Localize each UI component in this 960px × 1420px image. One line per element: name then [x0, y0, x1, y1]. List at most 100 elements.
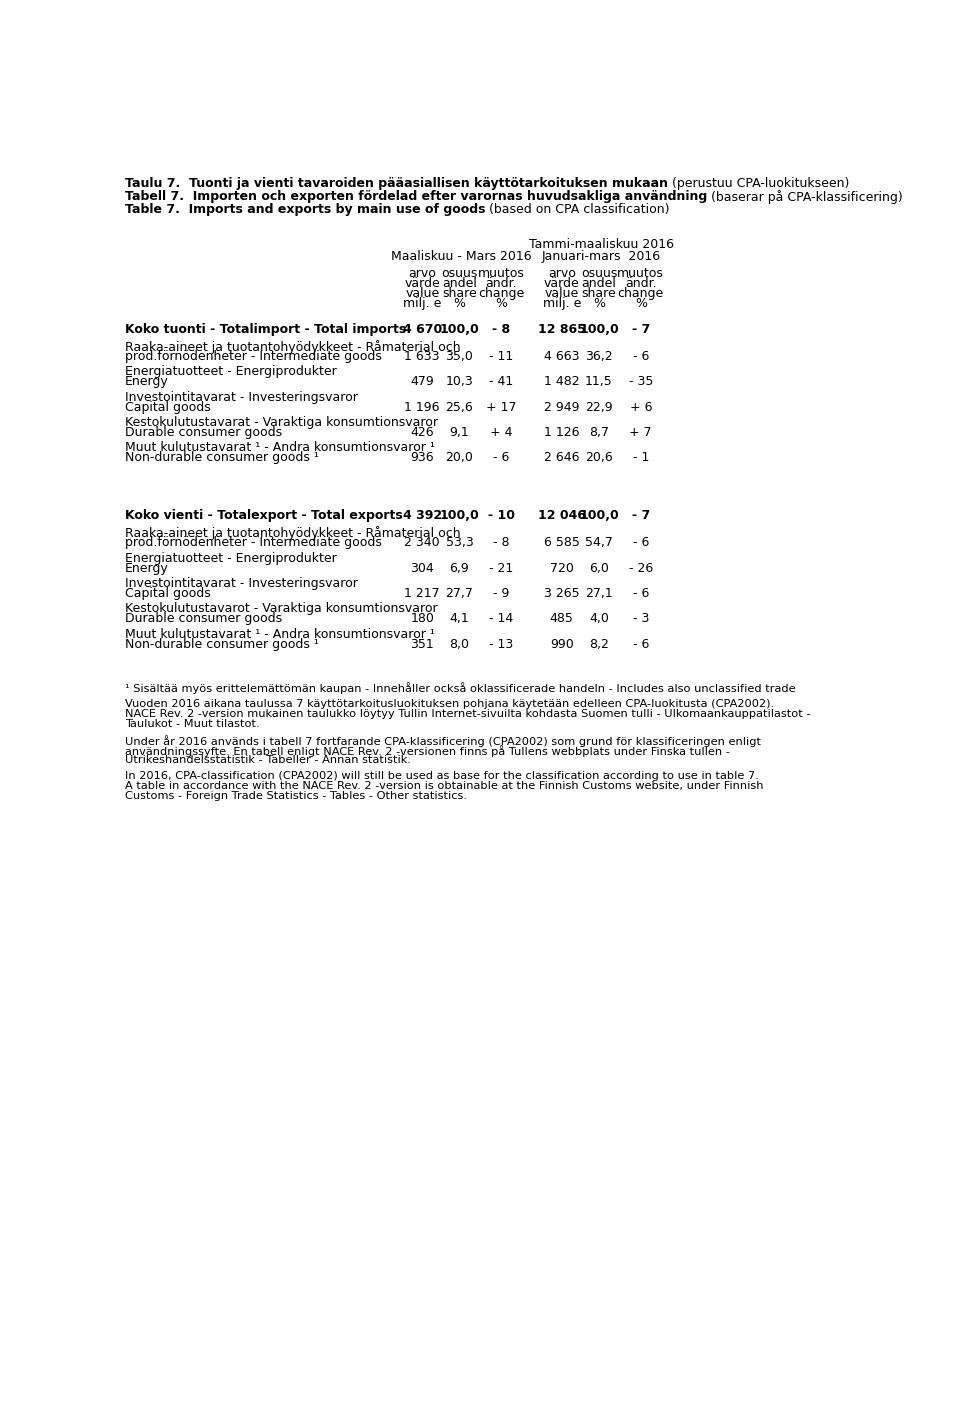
Text: muutos: muutos [617, 267, 664, 280]
Text: 6,9: 6,9 [449, 561, 469, 575]
Text: muutos: muutos [478, 267, 525, 280]
Text: 936: 936 [411, 452, 434, 464]
Text: 4 663: 4 663 [544, 349, 580, 362]
Text: 8,2: 8,2 [589, 638, 609, 650]
Text: osuus: osuus [442, 267, 478, 280]
Text: 20,6: 20,6 [585, 452, 612, 464]
Text: Energiatuotteet - Energiprodukter: Energiatuotteet - Energiprodukter [125, 365, 336, 378]
Text: Maaliskuu - Mars 2016: Maaliskuu - Mars 2016 [392, 250, 532, 264]
Text: 6 585: 6 585 [543, 537, 580, 550]
Text: Raaka-aineet ja tuotantohyödykkeet - Råmaterial och: Raaka-aineet ja tuotantohyödykkeet - Råm… [125, 527, 460, 540]
Text: - 11: - 11 [490, 349, 514, 362]
Text: - 6: - 6 [633, 586, 649, 601]
Text: 11,5: 11,5 [585, 375, 612, 388]
Text: Capital goods: Capital goods [125, 586, 210, 601]
Text: %: % [593, 297, 605, 311]
Text: milj. e: milj. e [403, 297, 442, 311]
Text: 6,0: 6,0 [589, 561, 609, 575]
Text: Koko tuonti - Totalimport - Total imports: Koko tuonti - Totalimport - Total import… [125, 322, 406, 337]
Text: 1 217: 1 217 [404, 586, 440, 601]
Text: Investointitavarat - Investeringsvaror: Investointitavarat - Investeringsvaror [125, 391, 357, 403]
Text: + 7: + 7 [630, 426, 652, 439]
Text: - 14: - 14 [490, 612, 514, 625]
Text: value: value [544, 287, 579, 301]
Text: 180: 180 [410, 612, 434, 625]
Text: 304: 304 [410, 561, 434, 575]
Text: 35,0: 35,0 [445, 349, 473, 362]
Text: - 9: - 9 [493, 586, 510, 601]
Text: Investointitavarat - Investeringsvaror: Investointitavarat - Investeringsvaror [125, 577, 357, 589]
Text: NACE Rev. 2 -version mukainen taulukko löytyy Tullin Internet-sivuilta kohdasta : NACE Rev. 2 -version mukainen taulukko l… [125, 709, 810, 719]
Text: ¹ Sisältää myös erittelemättömän kaupan - Innehåller också oklassificerade hande: ¹ Sisältää myös erittelemättömän kaupan … [125, 683, 795, 694]
Text: Taulukot - Muut tilastot.: Taulukot - Muut tilastot. [125, 719, 259, 728]
Text: Januari-mars  2016: Januari-mars 2016 [541, 250, 660, 264]
Text: 2 340: 2 340 [404, 537, 440, 550]
Text: - 6: - 6 [633, 537, 649, 550]
Text: 1 196: 1 196 [404, 400, 440, 413]
Text: A table in accordance with the NACE Rev. 2 -version is obtainable at the Finnish: A table in accordance with the NACE Rev.… [125, 781, 763, 791]
Text: Vuoden 2016 aikana taulussa 7 käyttötarkoitusluokituksen pohjana käytetään edell: Vuoden 2016 aikana taulussa 7 käyttötark… [125, 699, 774, 709]
Text: - 3: - 3 [633, 612, 649, 625]
Text: 485: 485 [550, 612, 574, 625]
Text: 100,0: 100,0 [440, 510, 479, 523]
Text: 100,0: 100,0 [579, 322, 619, 337]
Text: 10,3: 10,3 [445, 375, 473, 388]
Text: arvo: arvo [408, 267, 436, 280]
Text: (based on CPA classification): (based on CPA classification) [485, 203, 670, 216]
Text: Customs - Foreign Trade Statistics - Tables - Other statistics.: Customs - Foreign Trade Statistics - Tab… [125, 791, 467, 801]
Text: Raaka-aineet ja tuotantohyödykkeet - Råmaterial och: Raaka-aineet ja tuotantohyödykkeet - Råm… [125, 339, 460, 354]
Text: - 21: - 21 [490, 561, 514, 575]
Text: Kestokulutustavarot - Varaktiga konsumtionsvaror: Kestokulutustavarot - Varaktiga konsumti… [125, 602, 437, 615]
Text: Tammi-maaliskuu 2016: Tammi-maaliskuu 2016 [529, 239, 674, 251]
Text: 1 633: 1 633 [404, 349, 440, 362]
Text: milj. e: milj. e [542, 297, 581, 311]
Text: - 7: - 7 [632, 322, 650, 337]
Text: Energy: Energy [125, 561, 168, 575]
Text: - 6: - 6 [633, 349, 649, 362]
Text: - 6: - 6 [493, 452, 510, 464]
Text: + 6: + 6 [630, 400, 652, 413]
Text: - 8: - 8 [493, 537, 510, 550]
Text: ändr.: ändr. [486, 277, 517, 291]
Text: 990: 990 [550, 638, 574, 650]
Text: share: share [582, 287, 616, 301]
Text: Utrikeshandelsstatistik - Tabeller - Annan statistik.: Utrikeshandelsstatistik - Tabeller - Ann… [125, 755, 411, 765]
Text: Taulu 7.  Tuonti ja vienti tavaroiden pääasiallisen käyttötarkoituksen mukaan: Taulu 7. Tuonti ja vienti tavaroiden pää… [125, 176, 667, 189]
Text: Muut kulutustavarat ¹ - Andra konsumtionsvaror ¹: Muut kulutustavarat ¹ - Andra konsumtion… [125, 628, 435, 640]
Text: 4 670: 4 670 [402, 322, 442, 337]
Text: arvo: arvo [548, 267, 576, 280]
Text: Table 7.  Imports and exports by main use of goods: Table 7. Imports and exports by main use… [125, 203, 485, 216]
Text: Durable consumer goods: Durable consumer goods [125, 426, 282, 439]
Text: (baserar på CPA-klassificering): (baserar på CPA-klassificering) [707, 190, 902, 203]
Text: Under år 2016 används i tabell 7 fortfarande CPA-klassificering (CPA2002) som gr: Under år 2016 används i tabell 7 fortfar… [125, 734, 760, 747]
Text: 54,7: 54,7 [585, 537, 612, 550]
Text: andel: andel [442, 277, 477, 291]
Text: Kestokulutustavarat - Varaktiga konsumtionsvaror: Kestokulutustavarat - Varaktiga konsumti… [125, 416, 438, 429]
Text: - 41: - 41 [490, 375, 514, 388]
Text: osuus: osuus [581, 267, 617, 280]
Text: - 1: - 1 [633, 452, 649, 464]
Text: värde: värde [404, 277, 440, 291]
Text: change: change [617, 287, 664, 301]
Text: 4,1: 4,1 [449, 612, 469, 625]
Text: 479: 479 [410, 375, 434, 388]
Text: In 2016, CPA-classification (CPA2002) will still be used as base for the classif: In 2016, CPA-classification (CPA2002) wi… [125, 771, 758, 781]
Text: prod.förnödenheter - Intermediate goods: prod.förnödenheter - Intermediate goods [125, 349, 381, 362]
Text: - 6: - 6 [633, 638, 649, 650]
Text: + 4: + 4 [490, 426, 513, 439]
Text: Koko vienti - Totalexport - Total exports: Koko vienti - Totalexport - Total export… [125, 510, 402, 523]
Text: 100,0: 100,0 [440, 322, 479, 337]
Text: 20,0: 20,0 [445, 452, 473, 464]
Text: 12 865: 12 865 [538, 322, 586, 337]
Text: Energy: Energy [125, 375, 168, 388]
Text: 36,2: 36,2 [586, 349, 612, 362]
Text: 720: 720 [550, 561, 574, 575]
Text: change: change [478, 287, 524, 301]
Text: (perustuu CPA-luokitukseen): (perustuu CPA-luokitukseen) [667, 176, 849, 189]
Text: Tabell 7.  Importen och exporten fördelad efter varornas huvudsakliga användning: Tabell 7. Importen och exporten fördelad… [125, 190, 707, 203]
Text: 53,3: 53,3 [445, 537, 473, 550]
Text: 25,6: 25,6 [445, 400, 473, 413]
Text: + 17: + 17 [486, 400, 516, 413]
Text: Non-durable consumer goods ¹: Non-durable consumer goods ¹ [125, 452, 319, 464]
Text: - 10: - 10 [488, 510, 515, 523]
